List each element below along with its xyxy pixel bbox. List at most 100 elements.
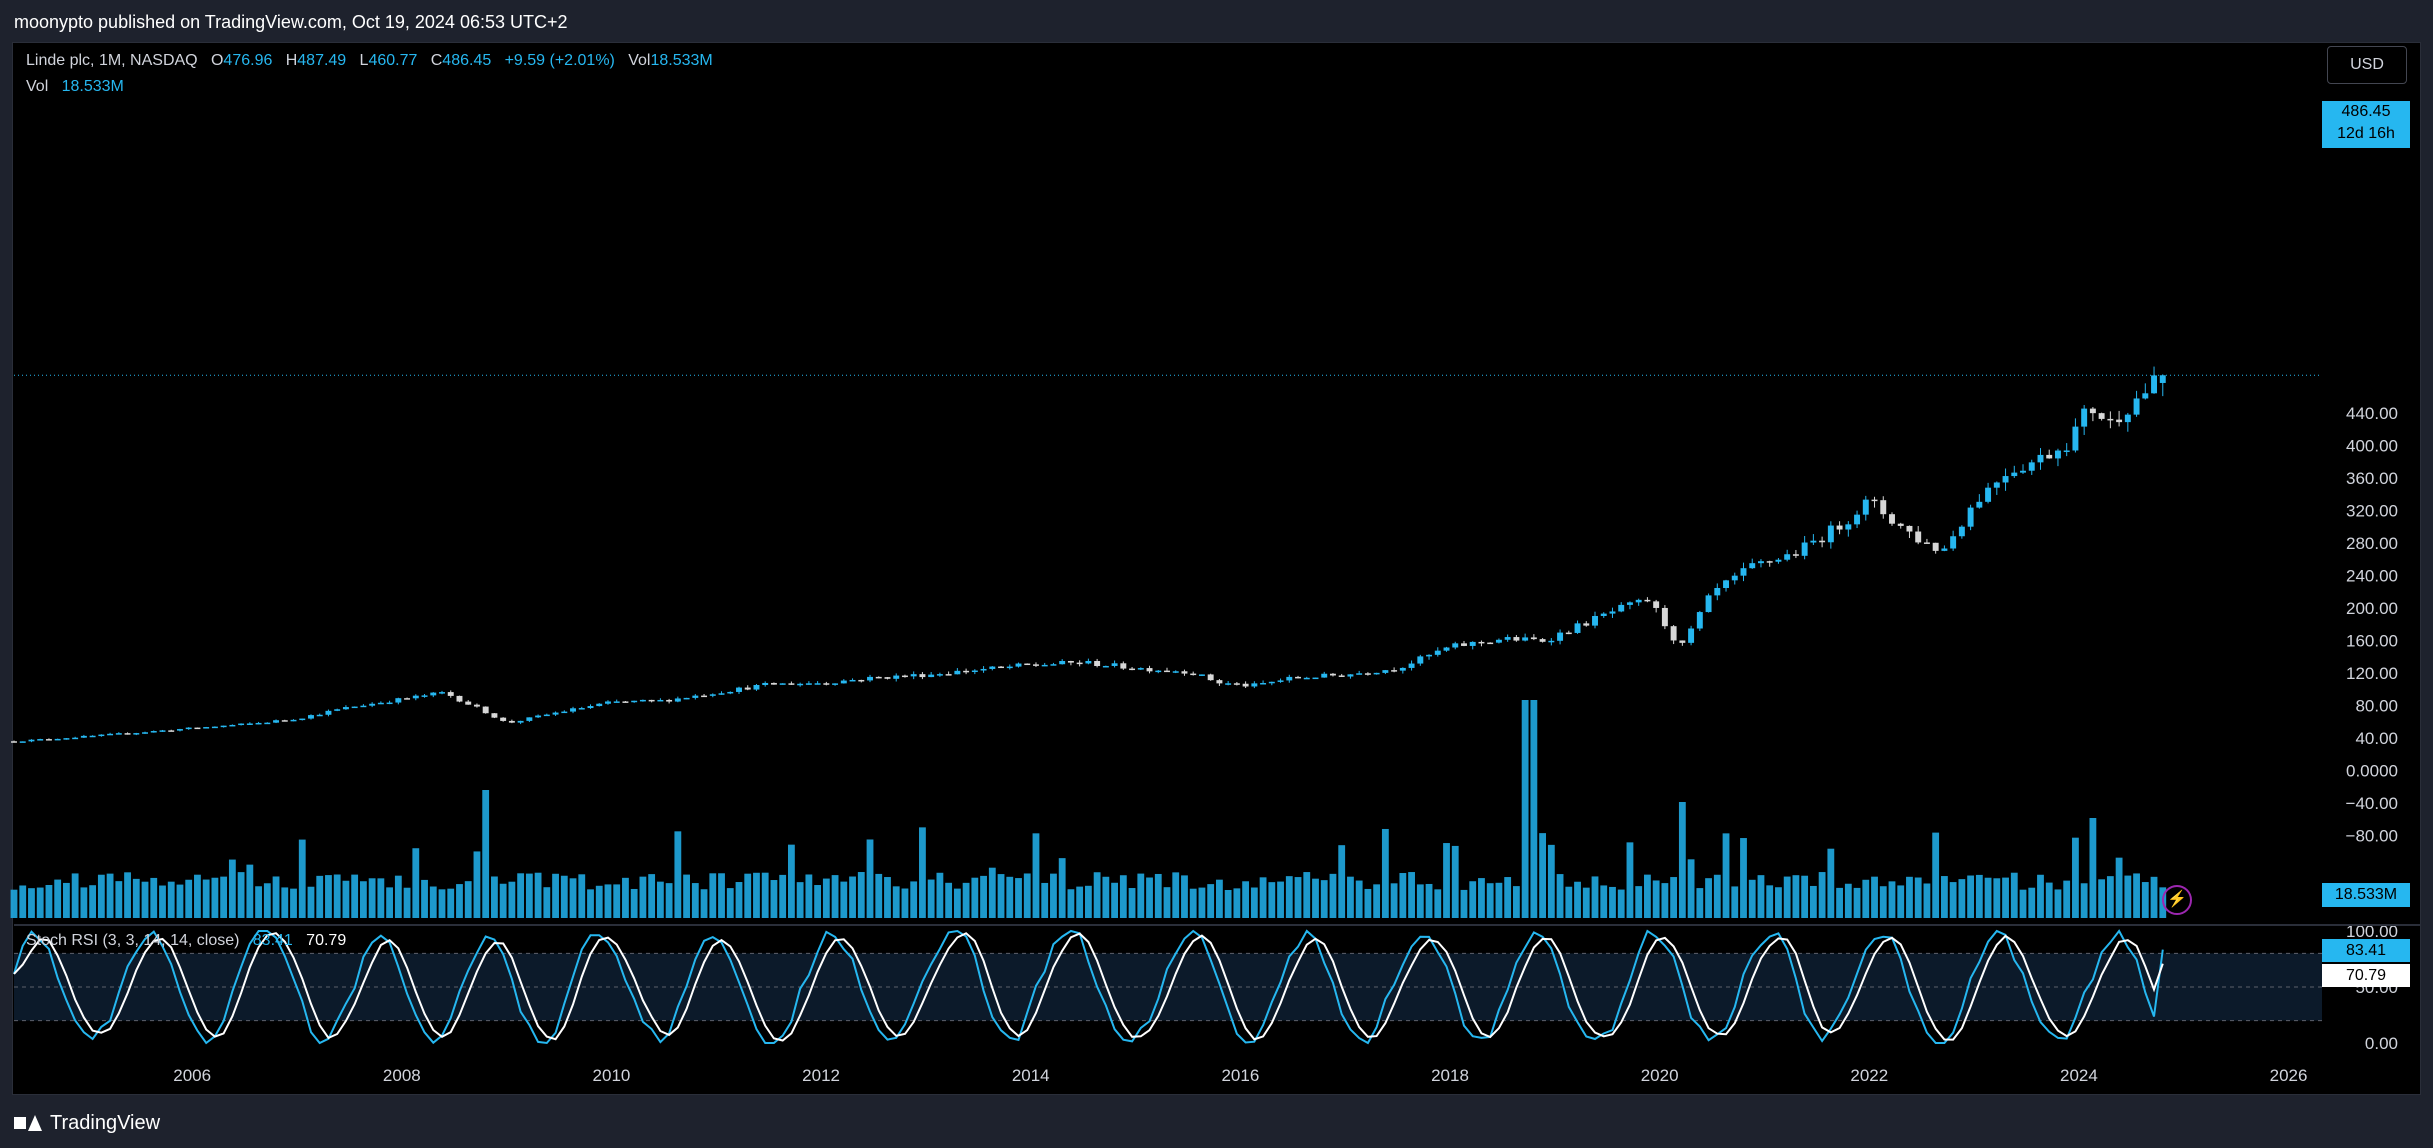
price-tick-label: −40.00: [2346, 794, 2398, 813]
volume-bar: [1285, 876, 1293, 918]
candle-body: [954, 670, 961, 675]
volume-bar: [1102, 876, 1110, 918]
volume-bar: [1879, 886, 1887, 918]
candle-body: [1792, 554, 1799, 556]
time-tick-label: 2026: [2270, 1066, 2308, 1085]
volume-bar: [1975, 874, 1983, 918]
volume-bar: [2019, 889, 2027, 918]
candle-body: [604, 701, 611, 704]
candle-body: [1565, 632, 1572, 635]
volume-bar: [1451, 845, 1459, 918]
lightning-icon[interactable]: ⚡: [2162, 885, 2192, 915]
volume-bar: [1207, 884, 1215, 918]
candle-body: [1574, 623, 1581, 633]
volume-bar: [534, 872, 542, 918]
volume-bar: [246, 864, 254, 918]
price-tick-label: 160.00: [2346, 632, 2398, 651]
volume-bar: [97, 874, 105, 918]
volume-bar: [1574, 881, 1581, 918]
volume-bar: [2150, 876, 2158, 918]
volume-bar: [237, 872, 245, 918]
volume-bar: [1932, 832, 1940, 918]
volume-bar: [325, 875, 332, 918]
time-tick-label: 2006: [173, 1066, 211, 1085]
stoch-rsi-name[interactable]: Stoch RSI (3, 3, 14, 14, close): [26, 932, 240, 949]
candle-body: [1129, 668, 1136, 671]
volume-bar: [386, 887, 394, 918]
volume-bar: [132, 878, 140, 918]
last-price-tag: 486.45 12d 16h: [2322, 101, 2410, 148]
candle-body: [578, 708, 585, 710]
volume-bar: [36, 887, 44, 918]
candle-body: [1408, 663, 1415, 668]
volume-bar: [1783, 876, 1791, 918]
candle-body: [910, 674, 917, 677]
candle-body: [2142, 393, 2149, 399]
candle-body: [1932, 542, 1939, 551]
volume-bar: [1809, 885, 1817, 918]
candle-body: [299, 718, 306, 721]
symbol-name[interactable]: Linde plc, 1M, NASDAQ: [26, 52, 198, 69]
candle-body: [2002, 476, 2009, 483]
candle-body: [1024, 663, 1031, 666]
open-key: O: [210, 52, 224, 69]
volume-legend-key[interactable]: Vol: [26, 78, 49, 95]
volume-bar: [28, 888, 35, 918]
candle-body: [901, 675, 908, 678]
last-price-value: 486.45: [2341, 103, 2391, 120]
candle-body: [2063, 450, 2070, 452]
volume-bar: [560, 875, 568, 918]
volume-bar: [2037, 874, 2044, 918]
candle-body: [1897, 523, 1904, 526]
volume-bar: [159, 885, 166, 918]
candle-body: [1644, 599, 1651, 602]
volume-bar: [1250, 887, 1258, 918]
candle-body: [28, 739, 35, 742]
volume-bar: [1617, 889, 1625, 918]
volume-bar: [770, 880, 778, 918]
candle-body: [447, 692, 454, 696]
candle-body: [2081, 408, 2088, 427]
volume-bar: [849, 876, 856, 918]
chart-frame[interactable]: [12, 42, 2421, 1095]
candle-body: [1478, 641, 1485, 644]
volume-bar: [1993, 878, 2001, 918]
volume-bar: [2089, 818, 2097, 918]
volume-bar: [1015, 878, 1022, 918]
volume-bar: [1530, 700, 1538, 918]
volume-bar: [1757, 875, 1765, 918]
candle-body: [2107, 418, 2114, 421]
candle-body: [1085, 660, 1092, 664]
candle-body: [1661, 607, 1668, 627]
volume-bar: [141, 881, 149, 918]
volume-bar: [1740, 838, 1747, 918]
volume-bar: [80, 887, 88, 918]
volume-bar: [272, 876, 280, 918]
candle-body: [2020, 470, 2026, 473]
currency-button[interactable]: USD: [2327, 46, 2407, 84]
volume-bar: [1923, 883, 1931, 918]
candle-body: [54, 738, 61, 741]
volume-bar: [1713, 874, 1721, 918]
candle-body: [1190, 673, 1197, 676]
low-value: 460.77: [368, 52, 418, 69]
volume-bar: [691, 883, 699, 918]
price-tick-label: −80.00: [2346, 827, 2398, 846]
volume-bar: [2133, 873, 2140, 918]
stoch-rsi-k-tag: 83.41: [2322, 939, 2410, 962]
volume-bar: [115, 881, 123, 918]
volume-bar: [1582, 887, 1590, 918]
volume-bar: [1189, 888, 1197, 918]
candle-body: [535, 715, 542, 718]
candle-body: [849, 679, 856, 682]
volume-bar: [316, 875, 324, 918]
change-value: +9.59 (+2.01%): [504, 52, 615, 69]
volume-bar: [1390, 883, 1398, 918]
volume-bar: [1163, 887, 1171, 918]
candle-body: [753, 685, 760, 690]
volume-bar: [630, 888, 638, 918]
candle-body: [1592, 615, 1598, 626]
volume-bar: [1268, 882, 1276, 918]
candle-body: [1233, 683, 1240, 685]
